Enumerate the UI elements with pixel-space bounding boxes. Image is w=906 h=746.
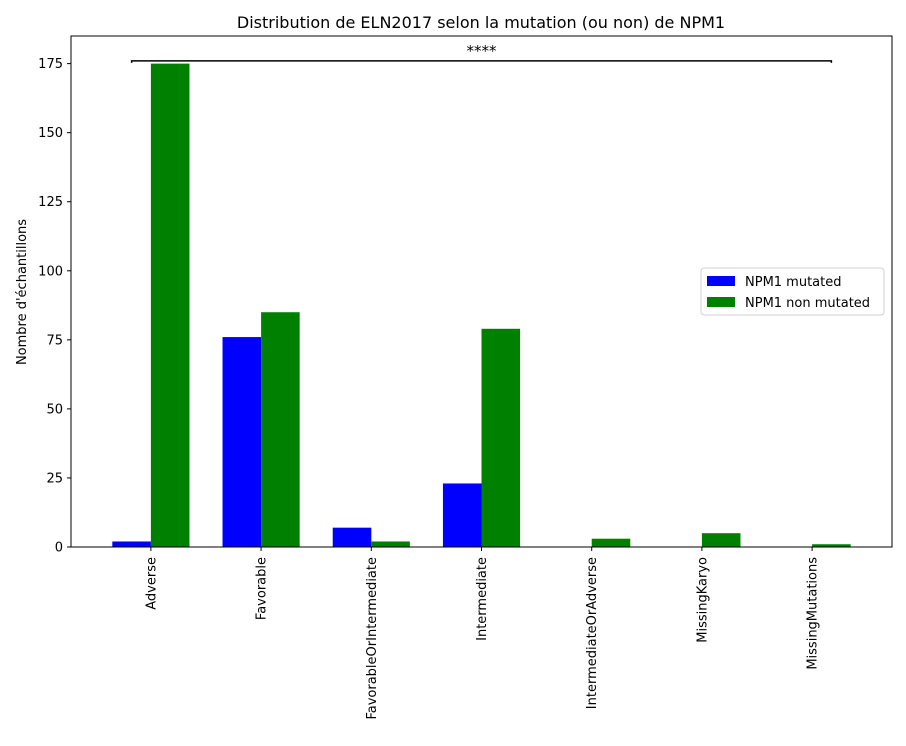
- significance-annotation: ****: [130, 42, 833, 63]
- legend-swatch: [707, 297, 735, 307]
- bar-non-mutated-favorable: [261, 312, 300, 547]
- bar-non-mutated-intermediate: [481, 328, 521, 547]
- y-tick-label: 125: [38, 195, 63, 210]
- x-tick-label: MissingMutations: [806, 557, 821, 670]
- y-tick-label: 175: [38, 57, 63, 72]
- x-tick-label: MissingKaryo: [695, 557, 710, 643]
- bar-non-mutated-missingkaryo: [701, 533, 741, 547]
- x-tick-label: Adverse: [144, 557, 159, 610]
- y-tick-label: 25: [46, 471, 63, 486]
- legend-label: NPM1 mutated: [745, 275, 842, 290]
- legend-label: NPM1 non mutated: [745, 296, 870, 311]
- bar-mutated-adverse: [112, 541, 151, 547]
- y-tick-label: 150: [38, 126, 63, 141]
- x-tick-label: FavorableOrIntermediate: [365, 557, 380, 720]
- legend-box: [700, 267, 885, 316]
- y-tick-label: 50: [46, 402, 63, 417]
- y-ticks: 0 25 50 75 100 125 150 175: [38, 57, 71, 556]
- bar-non-mutated-favorableorintermediate: [371, 541, 410, 547]
- legend: NPM1 mutated NPM1 non mutated: [700, 267, 885, 316]
- significance-bracket: [130, 60, 833, 63]
- bars-layer: [112, 63, 851, 548]
- bar-mutated-favorable: [222, 337, 262, 547]
- bar-non-mutated-adverse: [150, 63, 190, 548]
- bar-mutated-favorableorintermediate: [332, 527, 372, 547]
- bar-non-mutated-intermediateoradverse: [591, 538, 631, 547]
- significance-label: ****: [467, 42, 498, 60]
- chart-title: Distribution de ELN2017 selon la mutatio…: [237, 13, 725, 32]
- x-tick-label: Favorable: [255, 557, 270, 620]
- bar-mutated-intermediate: [442, 483, 482, 547]
- bar-non-mutated-missingmutations: [812, 544, 851, 547]
- y-tick-label: 75: [46, 333, 63, 348]
- x-ticks: Adverse Favorable FavorableOrIntermediate I…: [144, 547, 821, 720]
- y-axis-label: Nombre d'échantillons: [15, 219, 30, 365]
- y-tick-label: 0: [55, 541, 63, 556]
- legend-swatch: [707, 276, 735, 286]
- x-tick-label: Intermediate: [475, 557, 490, 641]
- plot-frame: [70, 35, 893, 548]
- y-tick-label: 100: [38, 264, 63, 279]
- x-tick-label: IntermediateOrAdverse: [585, 557, 600, 709]
